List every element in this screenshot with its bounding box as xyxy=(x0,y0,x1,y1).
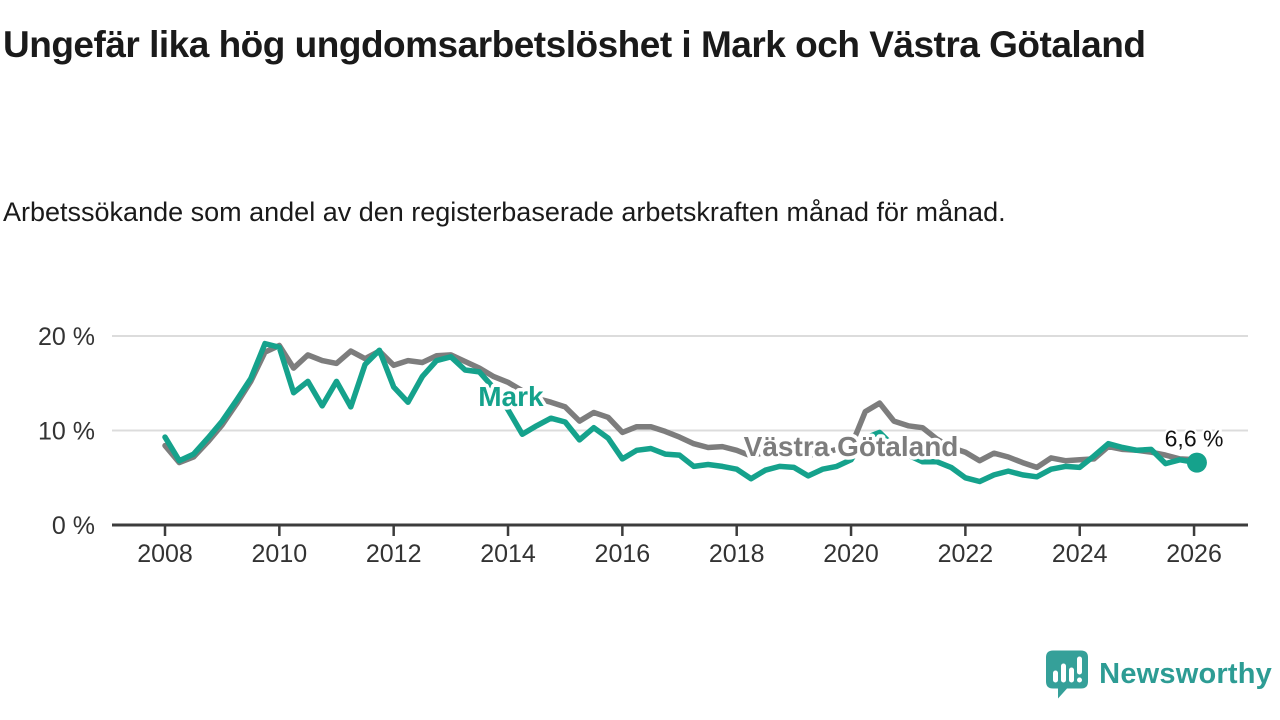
series-line-v-stra-g-taland xyxy=(162,342,1200,471)
x-tick-label: 2008 xyxy=(137,540,193,568)
chart-area: 0 % 10 % 20 % 2008 2010 2012 2014 2016 2018 2020 2… xyxy=(0,300,1280,600)
x-tick-label: 2022 xyxy=(938,540,994,568)
x-tick-label: 2026 xyxy=(1166,540,1222,568)
x-tick-label: 2024 xyxy=(1052,540,1108,568)
x-tick-label: 2020 xyxy=(823,540,879,568)
x-tick-label: 2018 xyxy=(709,540,765,568)
unemployment-line-chart: 0 % 10 % 20 % 2008 2010 2012 2014 2016 2018 2020 2… xyxy=(38,323,1248,568)
series-end-dot-mark xyxy=(1186,452,1207,473)
x-tick-label: 2012 xyxy=(366,540,422,568)
x-tick-label: 2016 xyxy=(595,540,651,568)
y-tick-label: 20 % xyxy=(38,323,95,351)
series-line-mark xyxy=(162,340,1200,485)
speech-bubble-bar-chart-icon xyxy=(1046,650,1089,699)
series-label-mark: Mark xyxy=(478,381,544,412)
x-tick-label: 2010 xyxy=(252,540,308,568)
y-tick-label: 10 % xyxy=(38,418,95,446)
brand-wordmark: Newsworthy xyxy=(1099,657,1272,690)
brand-logo: Newsworthy xyxy=(1044,646,1272,702)
x-tick-label: 2014 xyxy=(480,540,536,568)
page-title: Ungefär lika hög ungdomsarbetslöshet i M… xyxy=(3,24,1146,65)
end-value-label: 6,6 % xyxy=(1165,426,1224,452)
series-label-v-stra-g-taland: Västra Götaland xyxy=(744,431,959,462)
y-tick-label: 0 % xyxy=(52,512,95,540)
page-subtitle: Arbetssökande som andel av den registerb… xyxy=(3,197,1006,227)
